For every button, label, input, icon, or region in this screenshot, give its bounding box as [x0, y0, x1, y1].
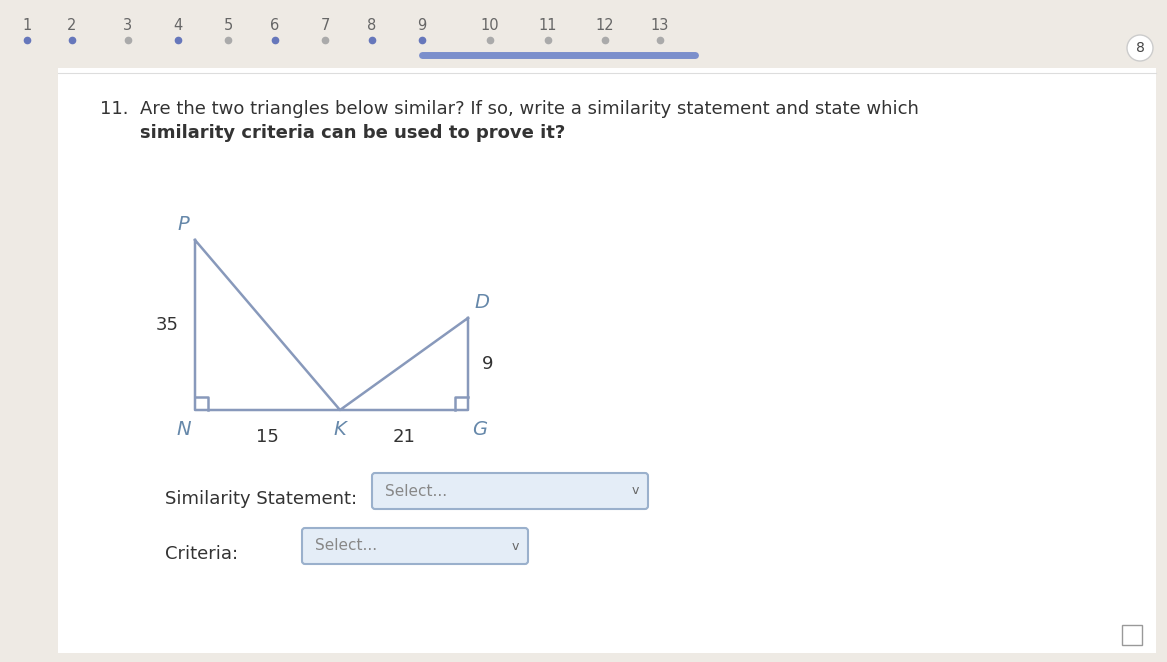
- Text: 12: 12: [595, 18, 614, 33]
- Text: 3: 3: [124, 18, 133, 33]
- Text: v: v: [511, 540, 518, 553]
- Bar: [1121, 625, 1142, 645]
- FancyBboxPatch shape: [302, 528, 527, 564]
- Text: Select...: Select...: [385, 483, 447, 498]
- Text: similarity criteria can be used to prove it?: similarity criteria can be used to prove…: [140, 124, 565, 142]
- FancyBboxPatch shape: [372, 473, 648, 509]
- Text: Criteria:: Criteria:: [165, 545, 238, 563]
- Text: 10: 10: [481, 18, 499, 33]
- Text: Are the two triangles below similar? If so, write a similarity statement and sta: Are the two triangles below similar? If …: [140, 100, 918, 118]
- Text: 2: 2: [68, 18, 77, 33]
- Text: Similarity Statement:: Similarity Statement:: [165, 490, 357, 508]
- Text: 8: 8: [1135, 41, 1145, 55]
- Text: 5: 5: [223, 18, 232, 33]
- Text: v: v: [631, 485, 638, 498]
- Text: 9: 9: [482, 355, 494, 373]
- Text: 7: 7: [320, 18, 330, 33]
- Text: 13: 13: [651, 18, 669, 33]
- Text: 11: 11: [539, 18, 558, 33]
- Text: 4: 4: [174, 18, 182, 33]
- Text: 15: 15: [256, 428, 279, 446]
- Circle shape: [1127, 35, 1153, 61]
- Text: 1: 1: [22, 18, 32, 33]
- Text: G: G: [471, 420, 487, 439]
- Text: Select...: Select...: [315, 538, 377, 553]
- Text: 6: 6: [271, 18, 280, 33]
- Text: K: K: [334, 420, 347, 439]
- Text: 11.: 11.: [100, 100, 128, 118]
- Text: 35: 35: [156, 316, 179, 334]
- Text: 21: 21: [392, 428, 415, 446]
- Text: N: N: [176, 420, 191, 439]
- Text: 8: 8: [368, 18, 377, 33]
- Text: 9: 9: [418, 18, 427, 33]
- Bar: [58, 68, 1156, 653]
- Text: P: P: [177, 215, 189, 234]
- Text: D: D: [474, 293, 489, 312]
